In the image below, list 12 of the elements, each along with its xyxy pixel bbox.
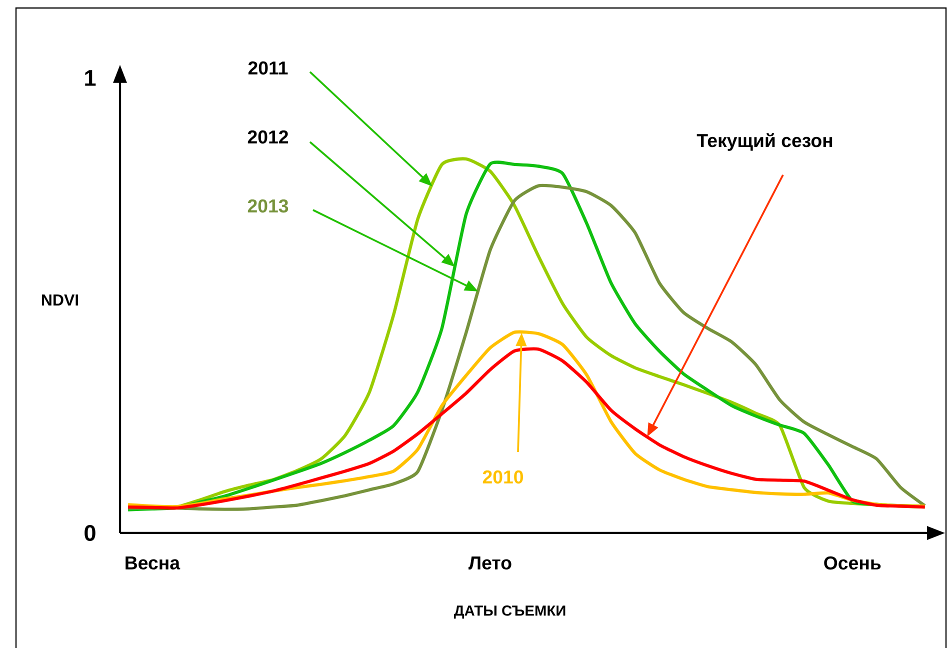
text: 2013 <box>248 199 288 213</box>
text: 2011 <box>248 61 288 75</box>
y-tick-label: 0 <box>84 524 96 542</box>
text: 2010 <box>482 470 523 484</box>
y-axis-title: NDVI <box>42 294 78 306</box>
x-axis-title: ДАТЫ СЪЕМКИ <box>454 605 566 619</box>
text: Текущий сезон <box>696 133 832 151</box>
x-tick-label: Лето <box>468 556 512 570</box>
x-tick-label: Осень <box>824 556 881 570</box>
y-tick-label: 1 <box>85 70 96 86</box>
x-tick-label: Весна <box>126 556 180 570</box>
text: 2012 <box>248 130 288 144</box>
